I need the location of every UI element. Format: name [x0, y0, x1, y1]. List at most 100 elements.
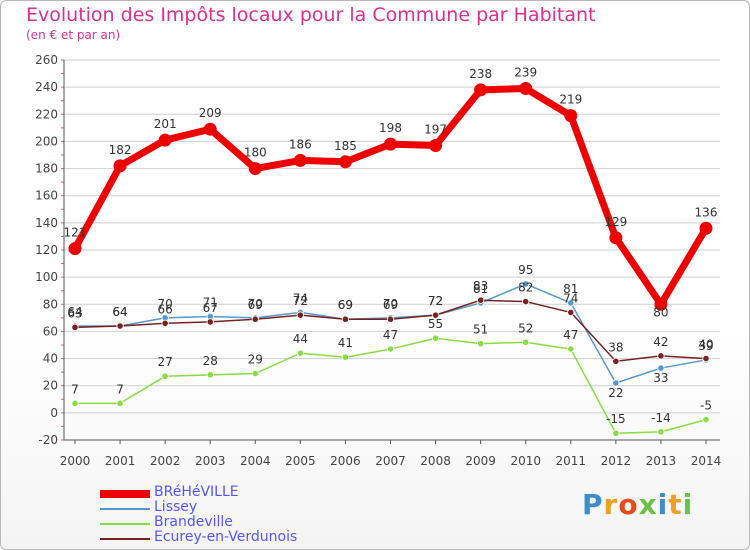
data-point [206, 371, 214, 379]
data-point [702, 416, 710, 424]
legend-label: Lissey [154, 499, 198, 515]
data-point [71, 323, 79, 331]
data-label: 82 [518, 281, 533, 295]
data-point [519, 82, 533, 95]
data-label: 201 [154, 117, 177, 131]
data-label: 182 [109, 143, 132, 157]
data-label: 238 [469, 67, 492, 81]
data-label: 81 [473, 282, 488, 296]
data-label: 69 [338, 298, 353, 312]
data-label: 55 [428, 317, 443, 331]
data-point [431, 311, 440, 319]
data-label: 64 [112, 305, 127, 319]
legend-swatch [100, 538, 150, 540]
legend-label: Brandeville [154, 514, 233, 530]
legend-swatch [100, 523, 150, 525]
data-label: 83 [473, 279, 488, 293]
data-point [386, 345, 395, 353]
data-label: 47 [383, 328, 398, 342]
y-tick-label: 260 [35, 53, 58, 67]
y-tick-label: 60 [43, 324, 58, 338]
data-point [609, 231, 623, 245]
data-point [567, 345, 575, 353]
data-label: 22 [608, 386, 623, 400]
data-point [71, 399, 79, 407]
legend-swatch [100, 490, 150, 498]
data-point [699, 221, 713, 235]
data-label: 40 [698, 338, 713, 352]
y-tick-label: 220 [35, 107, 58, 121]
data-point [702, 354, 710, 363]
y-tick-label: 160 [35, 189, 58, 203]
data-label: 47 [563, 328, 578, 342]
y-tick-label: 80 [43, 297, 58, 311]
data-point [477, 296, 485, 304]
data-label: 209 [199, 106, 222, 120]
chart-title: Evolution des Impôts locaux pour la Comm… [26, 4, 596, 26]
data-label: 72 [428, 294, 443, 308]
x-tick-label: 2006 [330, 454, 361, 468]
data-label: 81 [563, 282, 578, 296]
data-label: 66 [158, 302, 173, 316]
x-tick-label: 2013 [646, 454, 677, 468]
data-label: 33 [653, 371, 668, 385]
data-point [564, 109, 578, 123]
data-point [251, 369, 259, 378]
x-tick-label: 2010 [510, 454, 541, 468]
data-point [248, 162, 262, 176]
data-point [657, 364, 665, 372]
data-label: 7 [71, 382, 79, 396]
data-label: 39 [698, 339, 713, 353]
data-point [384, 137, 397, 151]
data-label: 70 [248, 297, 263, 311]
data-point [296, 311, 304, 319]
data-point [654, 297, 668, 311]
data-label: 28 [203, 354, 218, 368]
data-label: 44 [293, 332, 308, 346]
logo-letter: P [582, 488, 604, 521]
data-point [567, 299, 575, 307]
legend-label: BRéHéVILLE [154, 484, 239, 500]
y-tick-label: -20 [38, 433, 58, 447]
data-label: 51 [473, 323, 488, 337]
data-label: 95 [518, 263, 533, 277]
data-label: 198 [379, 121, 402, 135]
data-point [341, 315, 350, 323]
x-tick-label: 2001 [105, 454, 136, 468]
data-point [612, 379, 620, 387]
data-label: 121 [64, 226, 87, 240]
logo-letter: o [618, 488, 639, 521]
y-tick-label: 140 [35, 216, 58, 230]
data-point [206, 318, 214, 326]
data-point [612, 357, 620, 365]
data-point [431, 334, 440, 342]
data-label: 129 [604, 215, 627, 229]
data-label: 180 [244, 146, 267, 160]
logo-letter: i [657, 488, 669, 521]
data-point [116, 322, 124, 330]
x-tick-label: 2002 [150, 454, 181, 468]
y-tick-label: 200 [35, 134, 58, 148]
y-tick-label: 180 [35, 162, 58, 176]
data-point [293, 153, 307, 167]
data-point [477, 340, 485, 348]
data-point [161, 372, 169, 380]
y-tick-label: 240 [35, 80, 58, 94]
y-tick-label: 40 [43, 352, 58, 366]
x-tick-label: 2005 [285, 454, 316, 468]
data-point [296, 349, 304, 357]
data-label: 69 [383, 298, 398, 312]
data-point [567, 308, 575, 317]
data-label: 64 [67, 305, 82, 319]
data-label: 71 [203, 296, 218, 310]
logo-letter: i [682, 488, 694, 521]
data-label: 80 [653, 305, 668, 319]
x-tick-label: 2004 [240, 454, 271, 468]
data-point [612, 429, 620, 437]
data-point [522, 280, 530, 288]
data-point [161, 319, 169, 327]
data-point [386, 315, 395, 323]
data-point [522, 297, 530, 306]
